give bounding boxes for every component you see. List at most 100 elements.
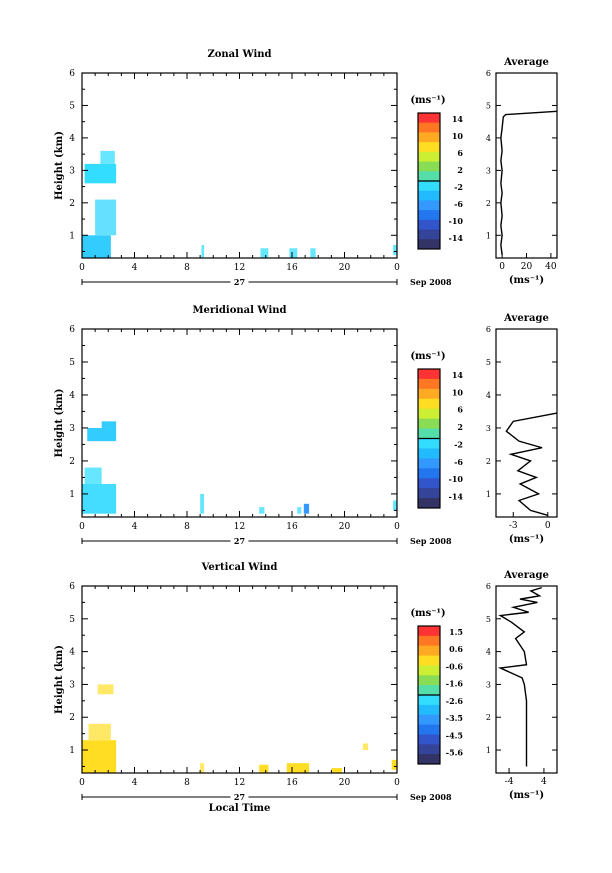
colorbar-segment (418, 695, 440, 706)
x-tick-label: 0 (79, 522, 85, 532)
colorbar-tick-label: -0.6 (446, 661, 464, 671)
x-tick-label: 8 (184, 263, 190, 273)
y-tick-label: 2 (69, 199, 75, 209)
colorbar-tick-label: -14 (449, 233, 464, 243)
avg-y-tick-label: 2 (486, 457, 491, 466)
colorbar-segment (418, 181, 440, 192)
avg-y-tick-label: 3 (486, 680, 491, 689)
colorbar-segment (418, 734, 440, 745)
x-tick-label: 4 (132, 263, 138, 273)
colorbar-segment (418, 645, 440, 656)
avg-x-axis-label: (ms⁻¹) (509, 790, 544, 801)
avg-y-tick-label: 3 (486, 166, 491, 175)
colorbar-segment (418, 418, 440, 429)
avg-x-tick-label: -3 (509, 521, 518, 531)
y-tick-label: 5 (69, 615, 75, 625)
colorbar-tick-label: -2 (454, 439, 463, 449)
colorbar-segment (418, 398, 440, 410)
avg-y-tick-label: 1 (486, 490, 491, 499)
y-tick-label: 4 (69, 134, 75, 144)
x-tick-label: 0 (79, 263, 85, 273)
average-frame (495, 72, 558, 259)
avg-y-tick-label: 2 (486, 713, 491, 722)
colorbar-tick-label: -1.6 (446, 679, 464, 689)
x-tick-label: 0 (394, 522, 400, 532)
date-label-bg (230, 535, 249, 545)
heatmap-cell (260, 248, 269, 258)
average-frame (495, 328, 558, 518)
avg-y-tick-label: 3 (486, 424, 491, 433)
heatmap-cell (286, 763, 310, 773)
colorbar-tick-label: 2 (457, 422, 463, 432)
colorbar-tick-label: 0.6 (449, 644, 463, 654)
y-tick-label: 5 (69, 101, 75, 111)
x-tick-label: 12 (234, 263, 245, 273)
colorbar-segment (418, 665, 440, 676)
heatmap-cell (200, 493, 205, 514)
heatmap-cell (87, 427, 117, 442)
y-tick-label: 4 (69, 648, 75, 658)
y-tick-label: 3 (69, 424, 75, 434)
y-tick-label: 3 (69, 166, 75, 176)
x-tick-label: 20 (339, 522, 351, 532)
colorbar-segment (418, 744, 440, 755)
colorbar-segment (418, 478, 440, 489)
colorbar-tick-label: -6 (454, 199, 463, 209)
heatmap-cell (259, 507, 265, 514)
y-axis-label: Height (km) (54, 131, 65, 200)
heatmap-cell (84, 163, 117, 184)
colorbar-tick-label: -10 (449, 216, 464, 226)
average-title: Average (503, 57, 549, 68)
heatmap-cell (393, 245, 397, 255)
y-tick-label: 3 (69, 680, 75, 690)
heatmap-cell (95, 199, 117, 236)
colorbar-segment (418, 378, 440, 390)
y-tick-label: 1 (69, 490, 75, 500)
colorbar-segment (418, 388, 440, 400)
date-center-label: 27 (234, 536, 245, 546)
average-profile-line (497, 586, 542, 767)
average-title: Average (503, 313, 549, 324)
heatmap-cell (393, 500, 397, 511)
average-frame (495, 585, 558, 774)
colorbar-segment (418, 239, 440, 250)
colorbar-tick-label: 1.5 (449, 627, 463, 637)
y-tick-label: 1 (69, 746, 75, 756)
avg-x-axis-label: (ms⁻¹) (509, 275, 544, 286)
avg-y-tick-label: 4 (486, 391, 491, 400)
plot-frame (81, 72, 398, 259)
x-tick-label: 16 (286, 522, 298, 532)
date-label-bg (230, 791, 249, 801)
average-profile-line (500, 110, 558, 255)
colorbar-segment (418, 171, 440, 182)
heatmap-cell (84, 467, 102, 485)
panel-title: Meridional Wind (192, 305, 286, 316)
x-tick-label: 4 (132, 522, 138, 532)
date-center-label: 27 (234, 277, 245, 287)
colorbar-tick-label: -14 (449, 492, 464, 502)
avg-y-tick-label: 2 (486, 199, 491, 208)
x-tick-label: 0 (79, 778, 85, 788)
x-tick-label: 4 (132, 778, 138, 788)
colorbar-tick-label: 14 (452, 114, 464, 124)
heatmap-cell (100, 150, 115, 164)
colorbar-segment (418, 685, 440, 696)
colorbar-segment (418, 704, 440, 716)
plot-frame (81, 328, 398, 518)
average-profile-line (505, 412, 558, 517)
colorbar-segment (418, 635, 440, 647)
heatmap-cell (331, 768, 342, 773)
heatmap-cell (82, 484, 117, 514)
colorbar-segment (418, 113, 440, 124)
colorbar-segment (418, 448, 440, 459)
colorbar-tick-label: 2 (457, 165, 463, 175)
plot-frame (81, 585, 398, 774)
heatmap-cell (200, 763, 205, 773)
average-title: Average (503, 570, 549, 581)
heatmap-cell (289, 248, 298, 258)
colorbar-segment (418, 675, 440, 686)
x-tick-label: 16 (286, 778, 298, 788)
date-right-label: Sep 2008 (410, 277, 452, 287)
avg-y-tick-label: 5 (486, 101, 491, 110)
